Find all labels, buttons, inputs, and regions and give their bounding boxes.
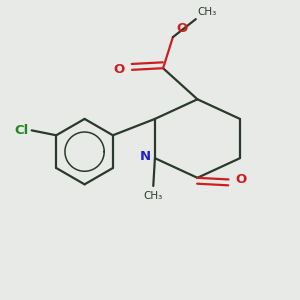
Text: Cl: Cl [15,124,29,137]
Text: O: O [176,22,188,35]
Text: N: N [140,150,151,163]
Text: O: O [236,173,247,186]
Text: O: O [114,63,125,76]
Text: CH₃: CH₃ [197,7,217,16]
Text: CH₃: CH₃ [144,191,163,201]
